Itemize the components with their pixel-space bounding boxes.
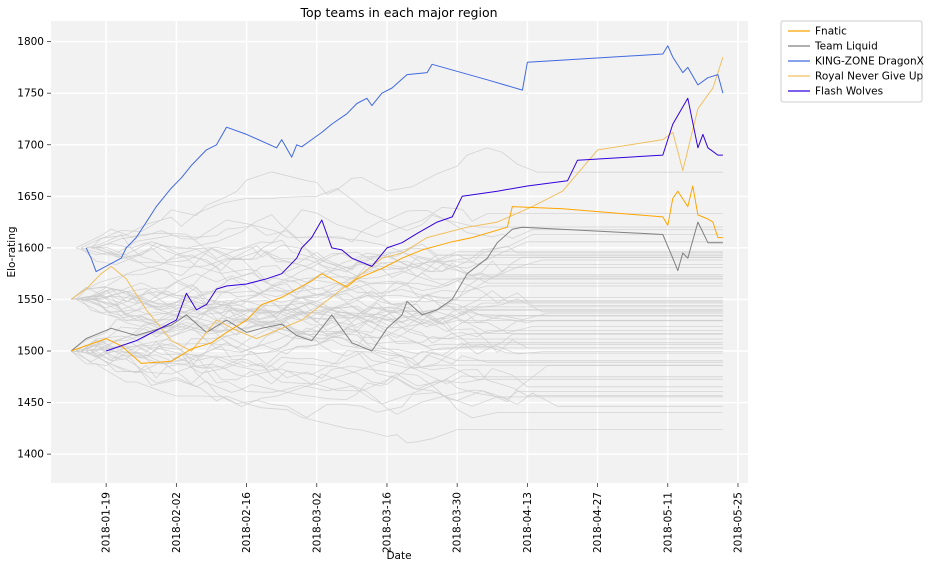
x-axis: 2018-01-19 2018-02-02 2018-02-16 2018-03-02… — [101, 483, 744, 553]
background-team-line — [71, 272, 723, 312]
background-team-line — [80, 299, 723, 327]
legend-label-king-zone-dragonx: KING-ZONE DragonX — [815, 56, 924, 68]
legend-box — [780, 20, 923, 103]
legend: Fnatic Team Liquid KING-ZONE DragonX Royal … — [780, 20, 924, 103]
background-team-line — [85, 299, 723, 334]
background-team-line — [91, 243, 723, 284]
background-team-line — [80, 241, 723, 270]
background-team-line — [71, 339, 723, 397]
x-tick-label: 2018-02-16 — [241, 492, 253, 553]
background-team-line — [70, 245, 723, 300]
x-axis-title: Date — [386, 550, 411, 562]
background-team-line — [90, 247, 723, 317]
legend-label-flash-wolves: Flash Wolves — [815, 86, 883, 98]
y-tick-label: 1700 — [17, 139, 44, 151]
chart-title: Top teams in each major region — [299, 5, 497, 20]
background-team-line — [80, 326, 723, 360]
series-line-king-zone-dragonx — [85, 45, 724, 273]
background-team-line — [81, 341, 723, 370]
x-tick-label: 2018-04-27 — [592, 492, 604, 553]
background-team-line — [90, 350, 723, 444]
y-tick-label: 1750 — [17, 88, 44, 100]
x-tick-label: 2018-02-02 — [171, 492, 183, 553]
legend-label-team-liquid: Team Liquid — [814, 41, 878, 53]
background-team-line — [80, 147, 723, 249]
background-team-line — [85, 287, 723, 326]
y-tick-label: 1400 — [17, 449, 44, 461]
series-lines — [70, 45, 724, 364]
background-team-line — [90, 188, 723, 249]
y-axis: 1400 1450 1500 1550 1600 1650 1700 1750 1800 — [17, 36, 51, 461]
x-tick-label: 2018-05-11 — [662, 492, 674, 553]
background-team-line — [95, 287, 723, 333]
background-team-line — [90, 273, 723, 300]
series-line-team-liquid — [70, 221, 723, 352]
y-tick-label: 1800 — [17, 36, 44, 48]
x-tick-label: 2018-03-02 — [311, 492, 323, 553]
x-tick-label: 2018-05-25 — [732, 492, 744, 553]
background-team-line — [70, 286, 723, 354]
y-axis-title: Elo-rating — [6, 226, 18, 277]
background-team-line — [80, 330, 723, 367]
background-team-line — [75, 206, 723, 300]
background-team-line — [95, 350, 723, 385]
background-team-line — [85, 350, 723, 403]
background-team-line — [70, 306, 723, 352]
background-team-line — [75, 247, 723, 283]
background-team-line — [95, 242, 723, 271]
series-line-fnatic — [70, 185, 723, 364]
x-tick-label: 2018-01-19 — [101, 492, 113, 553]
series-line-royal-never-give-up — [70, 56, 724, 352]
background-team-line — [80, 214, 723, 265]
legend-label-royal-never-give-up: Royal Never Give Up — [815, 71, 924, 83]
legend-label-fnatic: Fnatic — [815, 26, 847, 38]
x-tick-label: 2018-03-30 — [452, 492, 464, 553]
series-line-flash-wolves — [106, 97, 723, 352]
x-tick-label: 2018-03-16 — [381, 492, 393, 553]
y-tick-label: 1650 — [17, 191, 44, 203]
x-tick-label: 2018-04-13 — [522, 492, 534, 553]
background-team-line — [86, 224, 723, 273]
background-team-line — [75, 228, 723, 277]
y-tick-label: 1450 — [17, 397, 44, 409]
background-team-line — [75, 259, 723, 326]
background-team-line — [70, 350, 723, 408]
background-team-line — [76, 333, 723, 369]
y-tick-label: 1550 — [17, 294, 44, 306]
background-team-line — [95, 214, 723, 249]
y-tick-label: 1600 — [17, 242, 44, 254]
background-team-line — [76, 275, 723, 327]
background-team-line — [91, 256, 723, 307]
y-tick-label: 1500 — [17, 346, 44, 358]
background-team-line — [85, 284, 723, 359]
background-team-line — [71, 289, 723, 344]
